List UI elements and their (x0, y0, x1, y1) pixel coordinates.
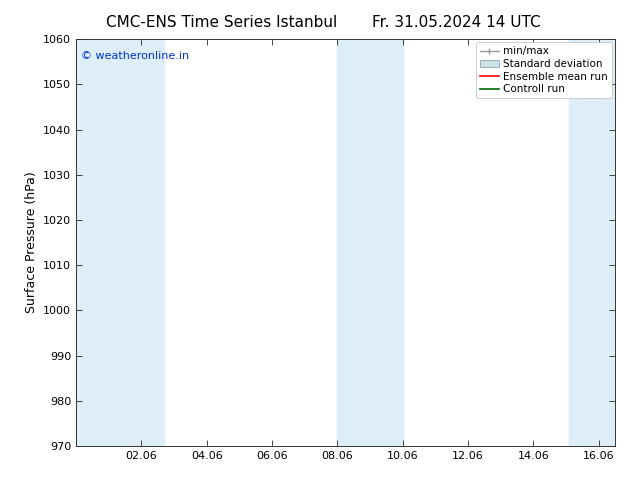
Bar (569, 39, 615, 446)
Legend: min/max, Standard deviation, Ensemble mean run, Controll run: min/max, Standard deviation, Ensemble me… (476, 42, 612, 98)
Y-axis label: Surface Pressure (hPa): Surface Pressure (hPa) (25, 172, 37, 314)
Bar (76, 39, 164, 446)
Text: CMC-ENS Time Series Istanbul: CMC-ENS Time Series Istanbul (107, 15, 337, 30)
Text: © weatheronline.in: © weatheronline.in (81, 51, 190, 61)
Text: Fr. 31.05.2024 14 UTC: Fr. 31.05.2024 14 UTC (372, 15, 541, 30)
Bar (337, 39, 403, 446)
